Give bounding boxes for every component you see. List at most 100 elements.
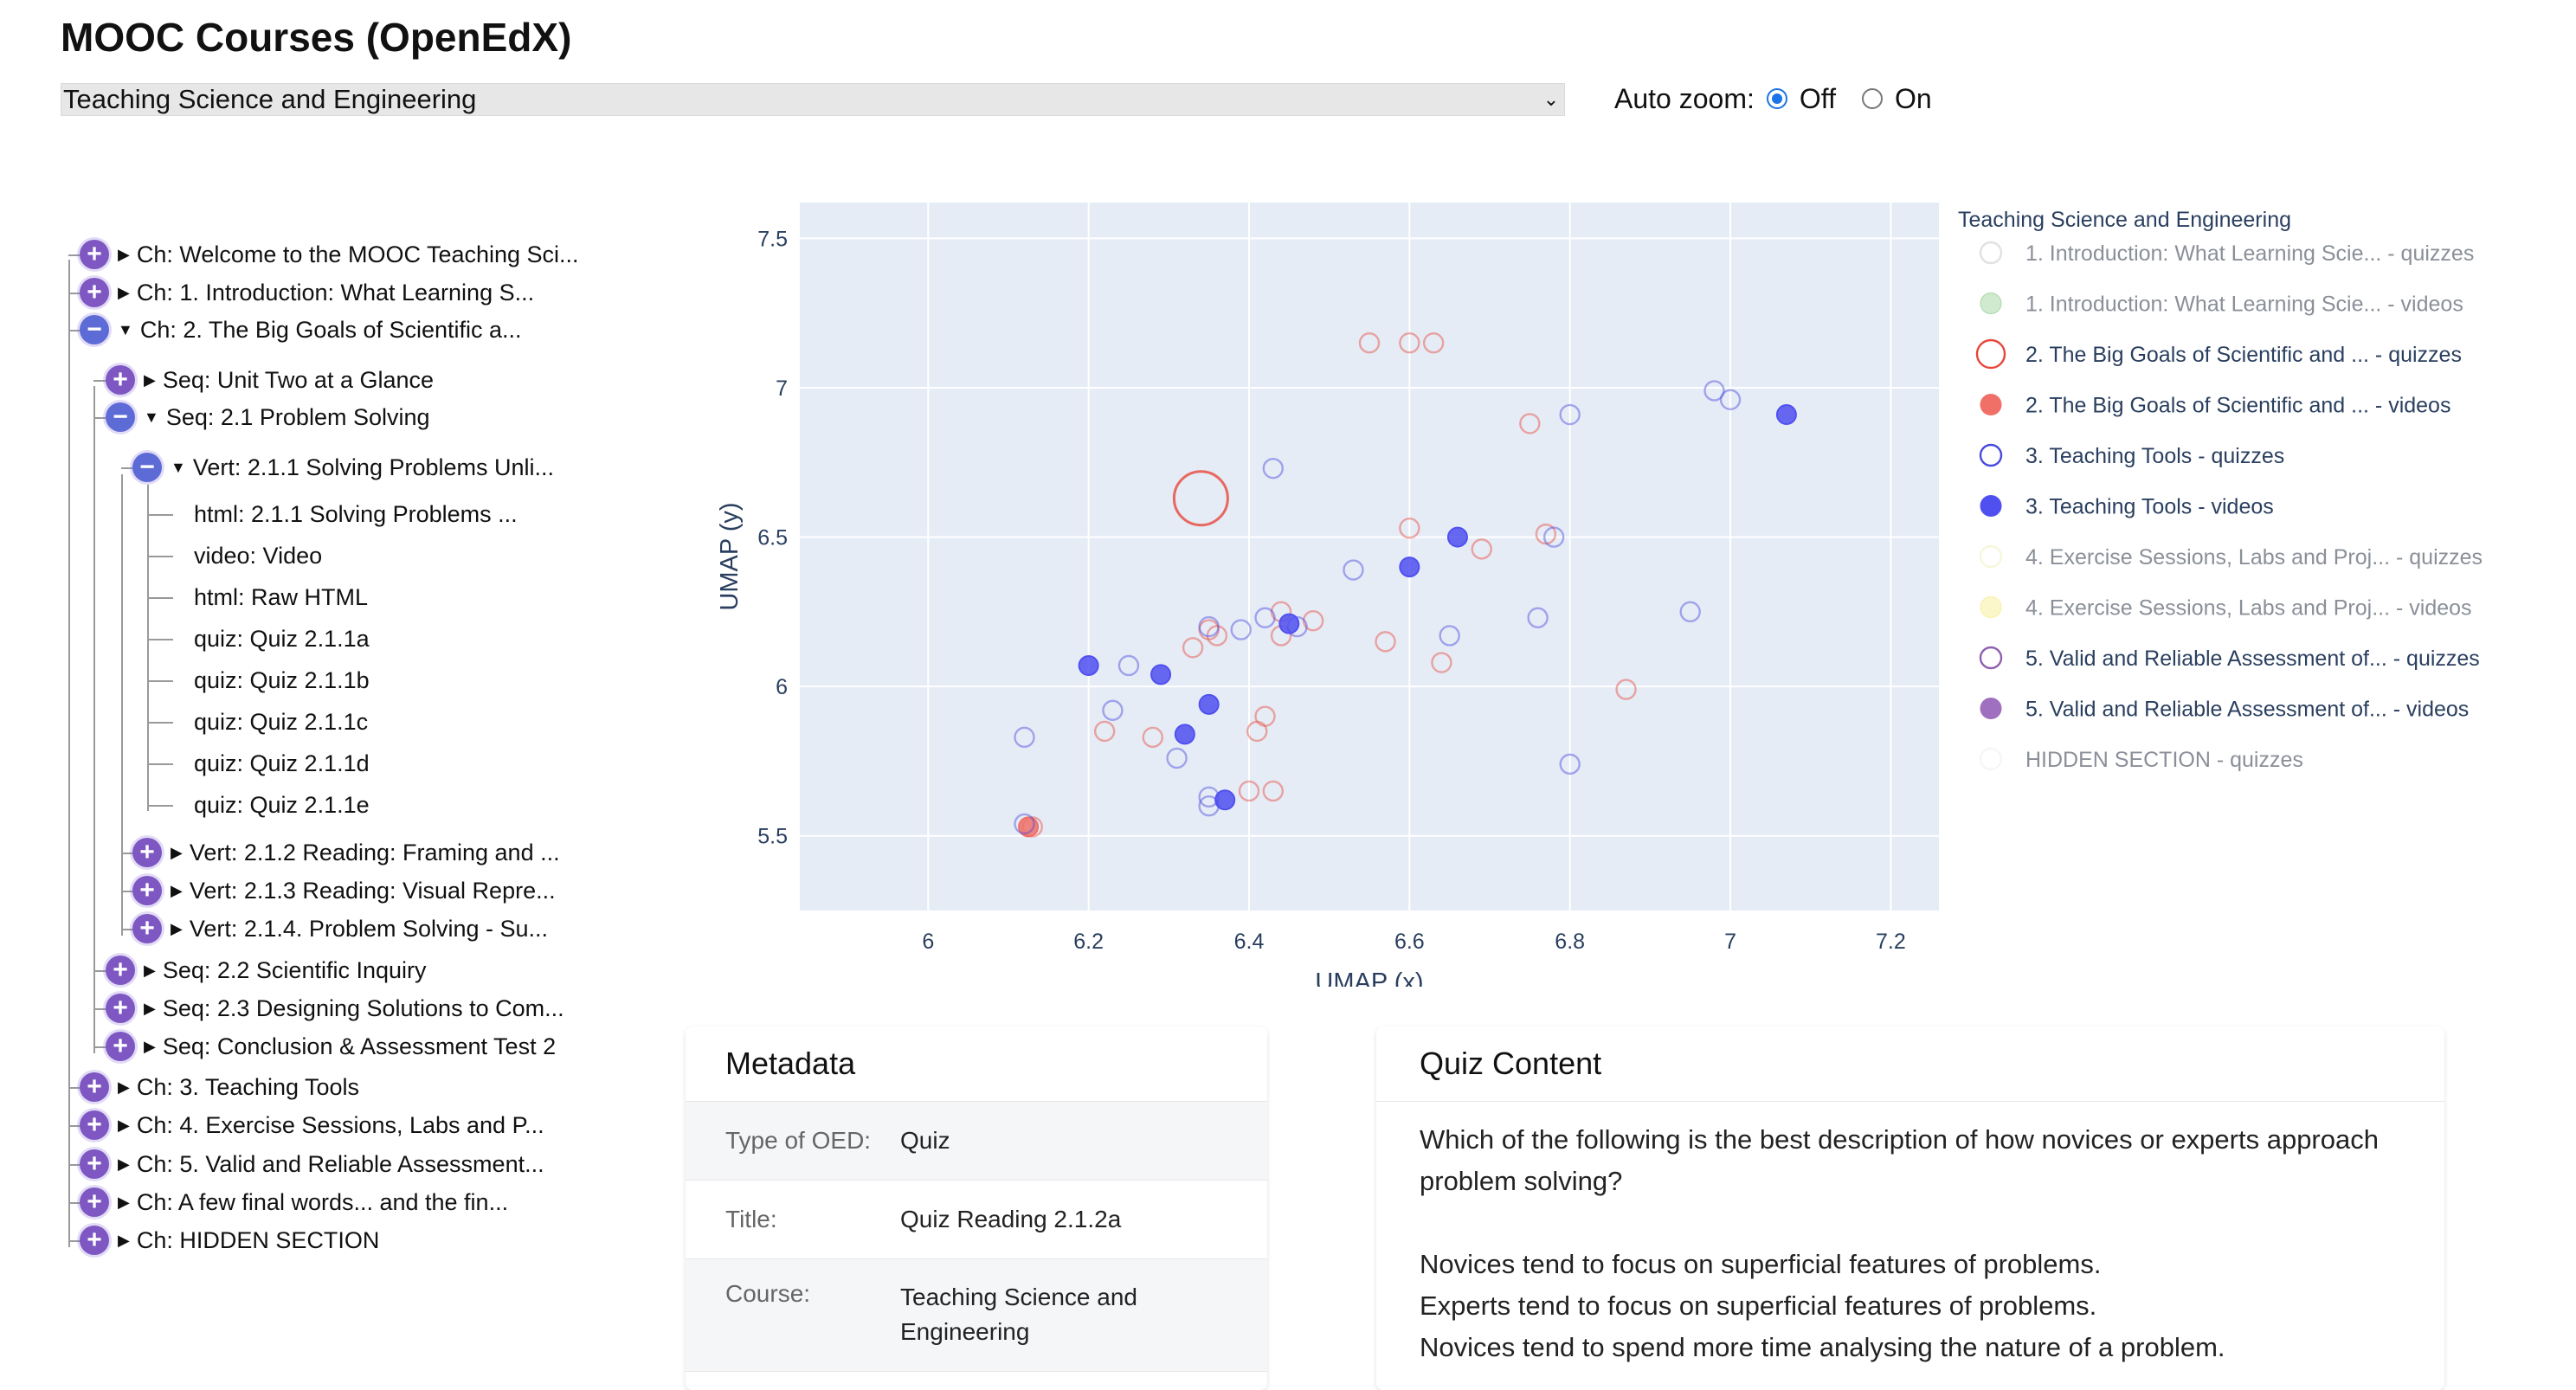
tree-node-label[interactable]: Seq: 2.2 Scientific Inquiry [162,957,427,983]
tree-node[interactable]: quiz: Quiz 2.1.1b [194,666,370,695]
tree-node-label[interactable]: html: 2.1.1 Solving Problems ... [194,501,518,527]
umap-scatter-plot[interactable]: 6 6.2 6.4 6.6 6.8 7 7.2 5.5 6 6.5 7 7.5 UMAP (x) UMAP… [699,190,2569,996]
expand-plus-icon[interactable]: + [80,1149,109,1179]
autozoom-off-label[interactable]: Off [1799,82,1836,114]
scatter-point[interactable] [1703,380,1725,402]
autozoom-off-radio[interactable] [1766,88,1787,109]
scatter-point[interactable] [1230,619,1252,640]
tree-node-label[interactable]: quiz: Quiz 2.1.1d [194,750,370,776]
scatter-point[interactable] [1302,610,1324,632]
scatter-point[interactable] [1343,559,1364,581]
scatter-point[interactable] [1446,526,1468,548]
tree-node-label[interactable]: Vert: 2.1.3 Reading: Visual Repre... [189,878,556,904]
expand-plus-icon[interactable]: + [80,1110,109,1140]
tree-node[interactable]: + ▶ Seq: 2.2 Scientific Inquiry [106,956,427,985]
scatter-point[interactable] [1615,679,1637,700]
tree-node-label[interactable]: Vert: 2.1.2 Reading: Framing and ... [189,840,560,866]
expand-plus-icon[interactable]: + [80,278,109,307]
legend-marker[interactable] [1979,241,2003,265]
legend-marker[interactable] [1979,747,2003,771]
tree-node[interactable]: − ▼ Seq: 2.1 Problem Solving [106,402,430,432]
scatter-point[interactable] [1198,615,1220,638]
tree-node-label[interactable]: Ch: 1. Introduction: What Learning S... [136,280,535,306]
scatter-point[interactable] [1399,332,1420,354]
tree-node[interactable]: − ▼ Ch: 2. The Big Goals of Scientific a..… [80,315,522,344]
scatter-point[interactable] [1527,607,1549,628]
scatter-point[interactable] [1375,631,1396,653]
legend-marker[interactable] [1980,495,2002,517]
collapse-minus-icon[interactable]: − [80,315,109,344]
scatter-point[interactable] [1014,726,1035,749]
scatter-point[interactable] [1559,403,1581,426]
plot-svg[interactable]: 6 6.2 6.4 6.6 6.8 7 7.2 5.5 6 6.5 7 7.5 UMAP (x) UMAP… [699,190,2569,996]
scatter-point[interactable] [1246,720,1268,743]
tree-node[interactable]: + ▶ Seq: Unit Two at a Glance [106,365,434,395]
tree-node[interactable]: + ▶ Ch: HIDDEN SECTION [80,1226,379,1255]
legend-marker[interactable] [1980,698,2002,719]
scatter-point[interactable] [1142,726,1163,749]
legend-marker[interactable] [1979,544,2003,569]
tree-node-label[interactable]: Seq: 2.3 Designing Solutions to Com... [162,995,564,1021]
scatter-point[interactable] [1719,389,1742,410]
scatter-point[interactable] [1559,753,1581,775]
legend-item-label[interactable]: 3. Teaching Tools - videos [2025,495,2274,519]
scatter-point[interactable] [1519,413,1541,434]
legend-marker[interactable] [1979,443,2003,467]
expand-plus-icon[interactable]: + [132,838,162,867]
scatter-point[interactable] [1542,526,1565,548]
scatter-point[interactable] [1198,693,1220,715]
scatter-point[interactable] [1102,699,1124,721]
expand-plus-icon[interactable]: + [80,1072,109,1102]
tree-node-label[interactable]: Vert: 2.1.4. Problem Solving - Su... [189,916,549,942]
expand-plus-icon[interactable]: + [106,1032,135,1061]
tree-node-label[interactable]: Seq: Conclusion & Assessment Test 2 [162,1033,557,1059]
legend-item-label[interactable]: 2. The Big Goals of Scientific and ... -… [2025,394,2450,418]
legend-item-label[interactable]: 3. Teaching Tools - quizzes [2025,444,2284,468]
tree-node[interactable]: + ▶ Ch: 3. Teaching Tools [80,1072,359,1102]
scatter-point[interactable] [1422,332,1445,354]
expand-plus-icon[interactable]: + [132,914,162,943]
expand-plus-icon[interactable]: + [106,956,135,985]
tree-node[interactable]: html: 2.1.1 Solving Problems ... [194,499,518,529]
expand-plus-icon[interactable]: + [132,876,162,905]
scatter-point[interactable] [1018,816,1040,838]
scatter-point[interactable] [1775,404,1797,426]
tree-node-label[interactable]: quiz: Quiz 2.1.1e [194,792,370,818]
tree-node-label[interactable]: Seq: Unit Two at a Glance [162,367,435,393]
legend-item-label[interactable]: 1. Introduction: What Learning Scie... -… [2025,241,2474,266]
tree-node[interactable]: + ▶ Vert: 2.1.4. Problem Solving - Su... [132,914,548,943]
scatter-point[interactable] [1399,557,1420,578]
scatter-point[interactable] [1214,789,1236,811]
scatter-point[interactable] [1278,613,1300,634]
tree-node-label[interactable]: Seq: 2.1 Problem Solving [165,404,430,430]
legend-item-label[interactable]: 4. Exercise Sessions, Labs and Proj... -… [2025,596,2472,621]
legend-item-label[interactable]: HIDDEN SECTION - quizzes [2025,748,2303,772]
legend-item-label[interactable]: 2. The Big Goals of Scientific and ... -… [2025,343,2462,367]
scatter-point[interactable] [1198,619,1220,640]
tree-node[interactable]: + ▶ Ch: 4. Exercise Sessions, Labs and P..… [80,1110,544,1140]
tree-node[interactable]: + ▶ Vert: 2.1.2 Reading: Framing and ... [132,838,560,867]
tree-node-label[interactable]: Ch: Welcome to the MOOC Teaching Sci... [136,241,579,267]
tree-node[interactable]: quiz: Quiz 2.1.1e [194,790,370,820]
scatter-point[interactable] [1254,607,1276,628]
tree-node-label[interactable]: html: Raw HTML [194,584,369,610]
tree-node[interactable]: + ▶ Seq: Conclusion & Assessment Test 2 [106,1032,556,1061]
plot-area[interactable] [800,203,1939,911]
tree-node[interactable]: quiz: Quiz 2.1.1a [194,624,370,653]
tree-node-label[interactable]: Ch: HIDDEN SECTION [136,1227,380,1253]
tree-node-label[interactable]: Ch: 5. Valid and Reliable Assessment... [136,1151,544,1177]
tree-node[interactable]: quiz: Quiz 2.1.1c [194,707,368,737]
tree-node-label[interactable]: Ch: 4. Exercise Sessions, Labs and P... [136,1112,544,1138]
expand-plus-icon[interactable]: + [80,1187,109,1217]
autozoom-on-label[interactable]: On [1894,82,1932,114]
scatter-point[interactable] [1439,625,1460,647]
tree-node-label[interactable]: Ch: A few final words... and the fin... [136,1189,509,1215]
tree-node[interactable]: video: Video [194,541,322,570]
tree-node[interactable]: + ▶ Ch: A few final words... and the fin..… [80,1187,508,1217]
course-dropdown[interactable]: Teaching Science and Engineering ⌄ [61,83,1565,116]
scatter-point[interactable] [1238,780,1260,802]
collapse-minus-icon[interactable]: − [132,453,162,482]
legend-marker[interactable] [1975,338,2006,370]
scatter-point[interactable] [1254,705,1276,727]
tree-node[interactable]: + ▶ Seq: 2.3 Designing Solutions to Com... [106,994,564,1023]
